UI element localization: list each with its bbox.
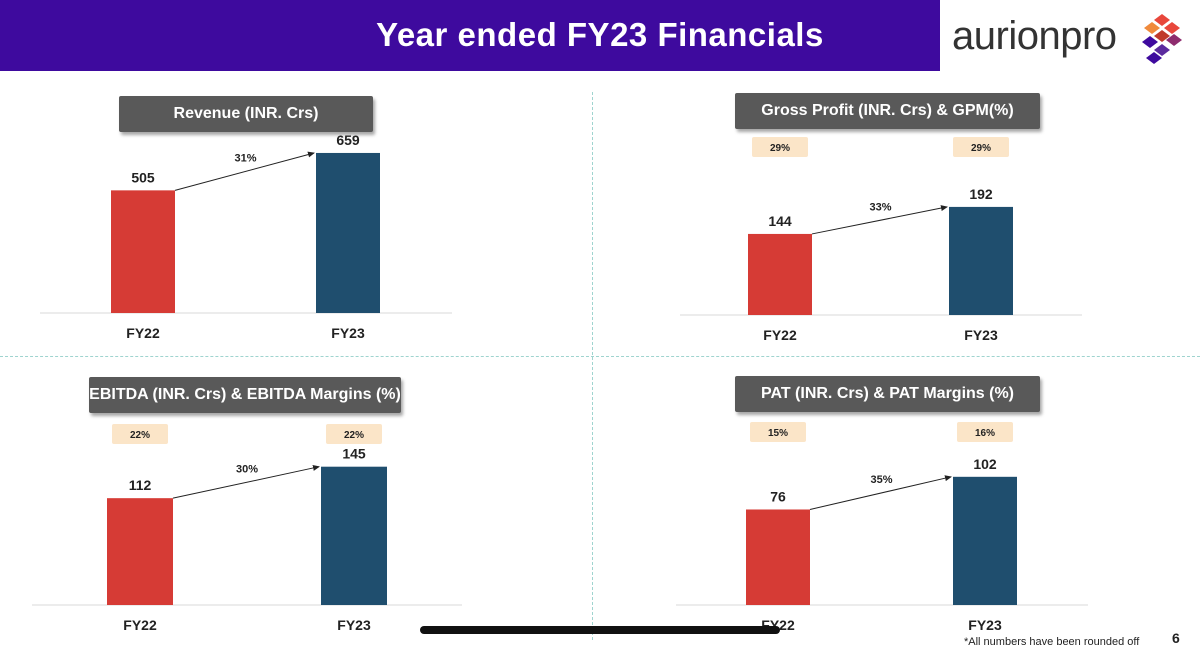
revenue-chart: 505 FY22 659 FY23 31% [40,132,452,341]
ebitda-margin-badge-fy23 [326,424,382,444]
ebitda-chart-title: EBITDA (INR. Crs) & EBITDA Margins (%) [89,377,401,413]
logo-mark-icon [1142,14,1182,64]
ebitda-bar-fy23 [321,466,387,605]
horizontal-divider [0,356,1200,357]
revenue-bar-fy22 [111,190,175,313]
pat-bar-fy22 [746,509,810,605]
pat-margin-badge-fy23 [957,422,1013,442]
gross-profit-category-label-fy22: FY22 [763,327,797,343]
pat-growth-arrow [809,475,952,510]
revenue-category-label-fy23: FY23 [331,325,365,341]
page-title: Year ended FY23 Financials [376,16,824,53]
ebitda-growth-label: 30% [236,463,258,475]
gross-profit-chart: 144 FY22 29% 192 FY23 29% 33% [680,137,1082,343]
footnote: *All numbers have been rounded off [964,636,1140,648]
revenue-value-label-fy22: 505 [131,169,155,185]
gross-profit-chart-title: Gross Profit (INR. Crs) & GPM(%) [735,93,1040,129]
ebitda-chart: 112 FY22 22% 145 FY23 22% 30% [32,424,462,633]
logo-text: aurionpro [952,14,1117,58]
gross-profit-margin-label-fy23: 29% [971,143,991,154]
gross-profit-category-label-fy23: FY23 [964,327,998,343]
revenue-growth-arrow [174,151,315,191]
revenue-category-label-fy22: FY22 [126,325,160,341]
ebitda-margin-badge-fy22 [112,424,168,444]
revenue-growth-label: 31% [234,153,256,165]
ebitda-value-label-fy22: 112 [129,477,152,493]
pat-category-label-fy23: FY23 [968,617,1002,633]
gross-profit-bar-fy23 [949,206,1013,315]
pat-bar-fy23 [953,476,1017,605]
pat-value-label-fy23: 102 [973,456,997,472]
gross-profit-growth-label: 33% [869,201,891,213]
pat-margin-label-fy22: 15% [768,428,788,439]
header-bar [0,0,940,71]
pat-margin-badge-fy22 [750,422,806,442]
pat-margin-label-fy23: 16% [975,428,995,439]
ebitda-margin-label-fy22: 22% [130,430,150,441]
pat-chart-title: PAT (INR. Crs) & PAT Margins (%) [735,376,1040,412]
pat-value-label-fy22: 76 [770,488,786,504]
gross-profit-growth-arrow [811,205,948,235]
ebitda-growth-arrow [172,465,320,499]
ebitda-bar-fy22 [107,498,173,605]
revenue-chart-title: Revenue (INR. Crs) [119,96,373,132]
ebitda-category-label-fy22: FY22 [123,617,157,633]
company-logo: aurionpro [952,8,1192,66]
gross-profit-value-label-fy22: 144 [768,213,792,229]
gross-profit-margin-badge-fy22 [752,137,808,157]
gross-profit-margin-label-fy22: 29% [770,143,790,154]
gross-profit-bar-fy22 [748,233,812,315]
ebitda-value-label-fy23: 145 [342,446,366,462]
gross-profit-margin-badge-fy23 [953,137,1009,157]
horizontal-scrollbar[interactable] [420,626,780,634]
ebitda-margin-label-fy23: 22% [344,430,364,441]
ebitda-category-label-fy23: FY23 [337,617,371,633]
revenue-value-label-fy23: 659 [336,132,360,148]
page-number: 6 [1172,630,1180,646]
gross-profit-value-label-fy23: 192 [969,186,993,202]
vertical-divider [592,92,593,640]
revenue-bar-fy23 [316,152,380,313]
pat-growth-label: 35% [870,474,892,486]
